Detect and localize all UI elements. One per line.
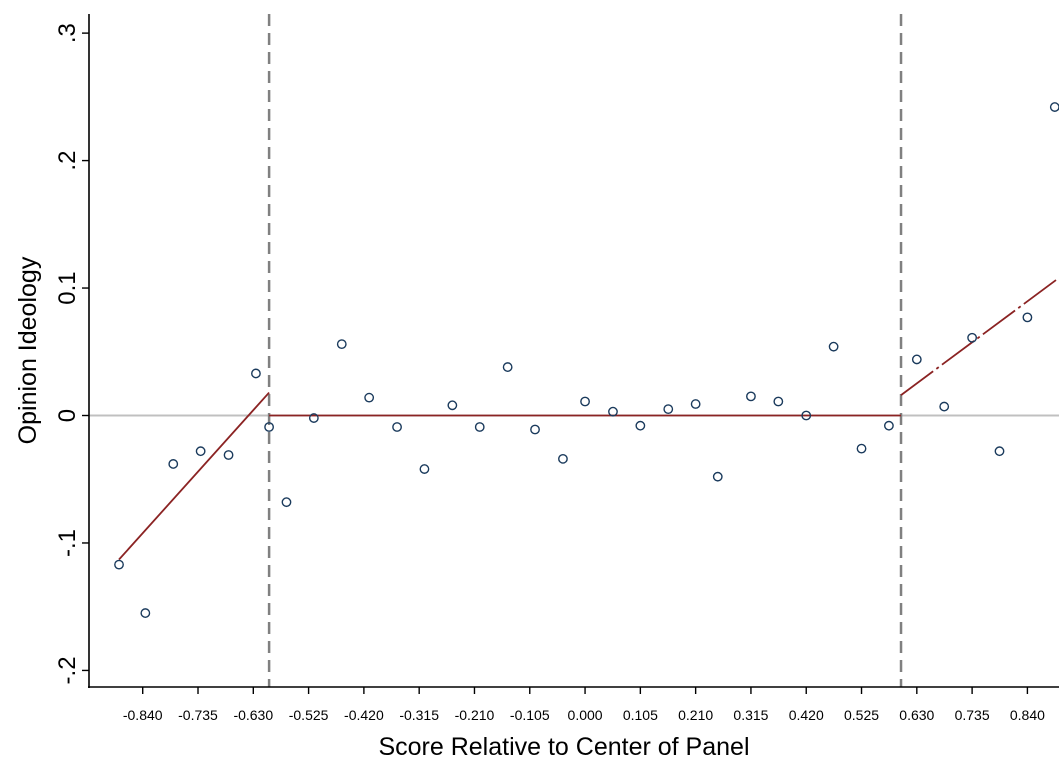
data-point xyxy=(168,459,179,469)
data-point xyxy=(994,446,1005,457)
data-point xyxy=(884,420,894,431)
data-point xyxy=(801,410,812,421)
x-tick-label: -0.420 xyxy=(344,707,384,723)
data-point xyxy=(746,391,756,402)
x-tick-label: -0.525 xyxy=(289,707,329,723)
x-tick-label: 0.315 xyxy=(733,707,768,723)
data-point xyxy=(114,559,124,570)
x-tick-label: -0.735 xyxy=(178,707,218,723)
y-tick-label: -.1 xyxy=(54,529,81,557)
data-point xyxy=(580,396,590,407)
data-point xyxy=(856,443,867,454)
data-point xyxy=(828,341,839,352)
data-point xyxy=(281,497,292,508)
fit-line xyxy=(118,391,270,561)
data-point xyxy=(308,413,319,423)
y-axis-title: Opinion Ideology xyxy=(14,256,42,444)
x-tick-label: 0.525 xyxy=(844,707,879,723)
data-point xyxy=(939,401,950,412)
data-point xyxy=(712,471,723,482)
x-axis-title: Score Relative to Center of Panel xyxy=(378,733,749,761)
x-tick-label: 0.735 xyxy=(955,707,990,723)
data-point xyxy=(447,400,458,411)
plot-area xyxy=(89,14,1059,687)
data-point xyxy=(251,368,261,379)
data-point xyxy=(608,406,618,417)
data-point xyxy=(1049,102,1059,112)
data-point xyxy=(140,608,151,618)
y-tick-label: .2 xyxy=(54,151,81,171)
data-point xyxy=(502,362,513,372)
data-point xyxy=(663,404,674,415)
x-tick-label: 0.630 xyxy=(899,707,934,723)
data-point xyxy=(223,450,234,460)
x-tick-label: -0.840 xyxy=(123,707,163,723)
axes: -0.840 -0.735 -0.630 -0.525 -0.420 -0.315 -0.2… xyxy=(54,14,1059,723)
x-tick-label: 0.840 xyxy=(1010,707,1045,723)
y-tick-label: 0 xyxy=(54,409,81,422)
x-tick-label: -0.630 xyxy=(233,707,273,723)
data-point xyxy=(773,396,784,407)
y-tick-label: .3 xyxy=(54,23,81,43)
y-tick-label: 0.1 xyxy=(54,271,81,304)
data-point xyxy=(419,464,430,474)
x-tick-label: 0.210 xyxy=(678,707,713,723)
data-point xyxy=(967,332,978,343)
y-tick-label: -.2 xyxy=(54,656,81,684)
data-point xyxy=(392,422,402,432)
data-point xyxy=(690,399,701,409)
data-point xyxy=(911,354,922,365)
data-point xyxy=(336,339,347,350)
data-point xyxy=(474,422,485,432)
data-point xyxy=(364,392,375,403)
x-tick-label: -0.105 xyxy=(510,707,550,723)
data-point xyxy=(264,422,274,432)
fit-line xyxy=(900,277,1059,396)
x-tick-label: -0.315 xyxy=(399,707,439,723)
x-tick-label: 0.000 xyxy=(568,707,603,723)
data-point xyxy=(195,446,206,457)
data-point xyxy=(530,424,540,435)
x-tick-label: -0.210 xyxy=(455,707,495,723)
x-tick-label: 0.420 xyxy=(789,707,824,723)
data-point xyxy=(635,420,646,431)
data-point xyxy=(558,453,568,464)
x-tick-label: 0.105 xyxy=(623,707,658,723)
data-point xyxy=(1022,312,1033,323)
